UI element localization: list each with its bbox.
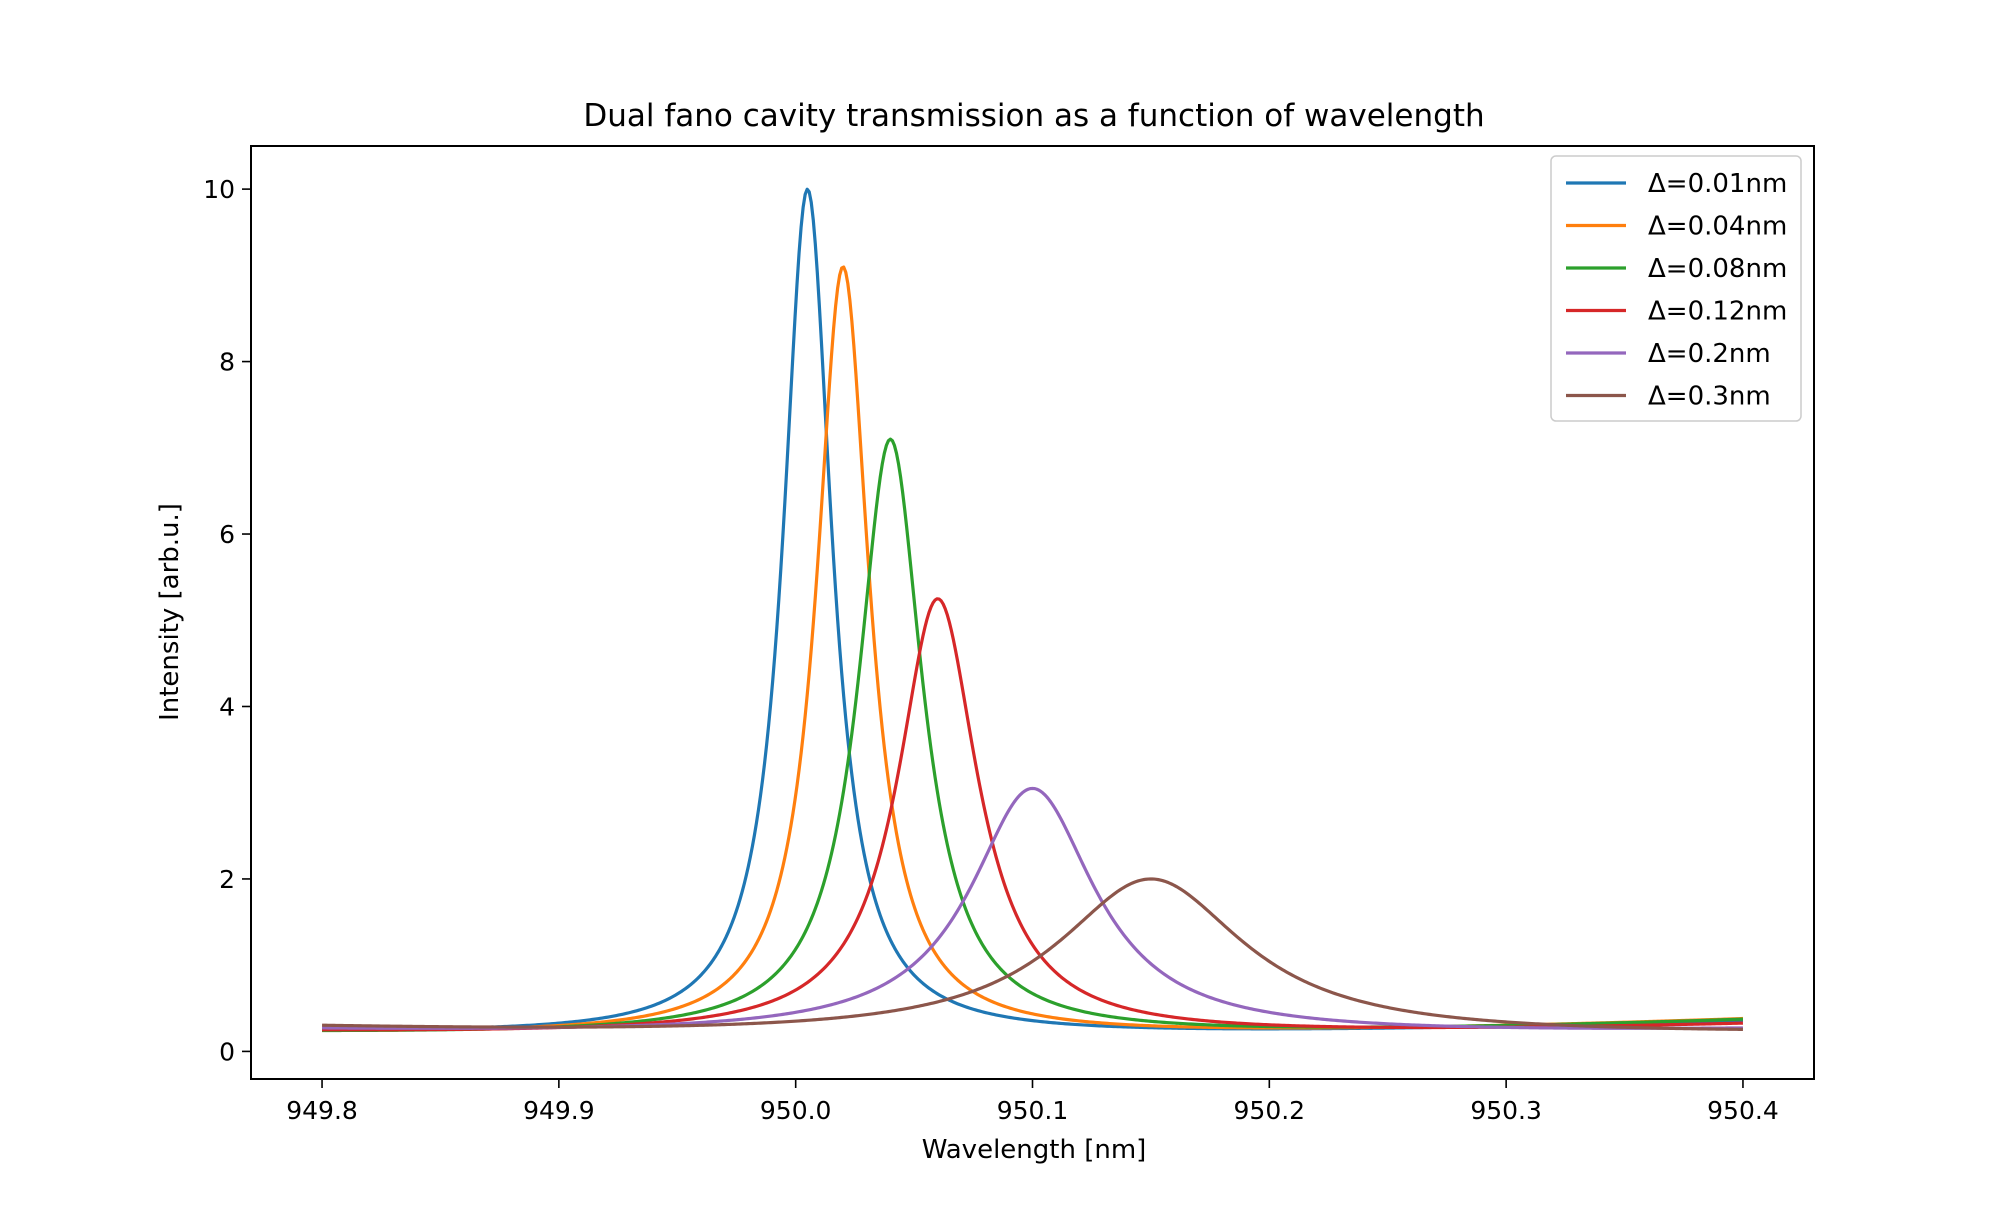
legend-label: Δ=0.08nm bbox=[1648, 254, 1787, 284]
x-tick-label: 950.3 bbox=[1470, 1096, 1542, 1125]
y-axis-label: Intensity [arb.u.] bbox=[155, 503, 185, 721]
x-axis: 949.8 949.9 950.0 950.1 950.2 950.3 950.4 bbox=[286, 1079, 1779, 1125]
y-tick-label: 0 bbox=[219, 1037, 235, 1066]
x-tick-label: 949.8 bbox=[286, 1096, 358, 1125]
y-axis: 0 2 4 6 8 10 bbox=[203, 175, 251, 1066]
y-tick-label: 4 bbox=[219, 692, 235, 721]
y-tick-label: 2 bbox=[219, 865, 235, 894]
legend-box bbox=[1550, 155, 1802, 422]
legend-label: Δ=0.12nm bbox=[1648, 297, 1787, 327]
legend-label: Δ=0.01nm bbox=[1648, 169, 1787, 199]
y-tick-label: 8 bbox=[219, 348, 235, 377]
series-line-6 bbox=[322, 877, 1743, 1031]
legend-label: Δ=0.2nm bbox=[1648, 339, 1771, 369]
chart-title: Dual fano cavity transmission as a funct… bbox=[583, 98, 1484, 134]
series-layer bbox=[322, 187, 1744, 1033]
legend: Δ=0.01nm Δ=0.04nm Δ=0.08nm Δ=0.12nm Δ=0.2nm Δ… bbox=[1550, 155, 1802, 422]
legend-label: Δ=0.3nm bbox=[1648, 382, 1771, 412]
x-tick-label: 950.0 bbox=[760, 1096, 832, 1125]
x-tick-label: 950.1 bbox=[997, 1096, 1069, 1125]
x-tick-label: 950.4 bbox=[1707, 1096, 1779, 1125]
x-tick-label: 949.9 bbox=[523, 1096, 595, 1125]
x-tick-label: 950.2 bbox=[1234, 1096, 1306, 1125]
legend-label: Δ=0.04nm bbox=[1648, 212, 1787, 242]
x-axis-label: Wavelength [nm] bbox=[922, 1135, 1147, 1165]
y-tick-label: 10 bbox=[203, 175, 235, 204]
y-tick-label: 6 bbox=[219, 520, 235, 549]
